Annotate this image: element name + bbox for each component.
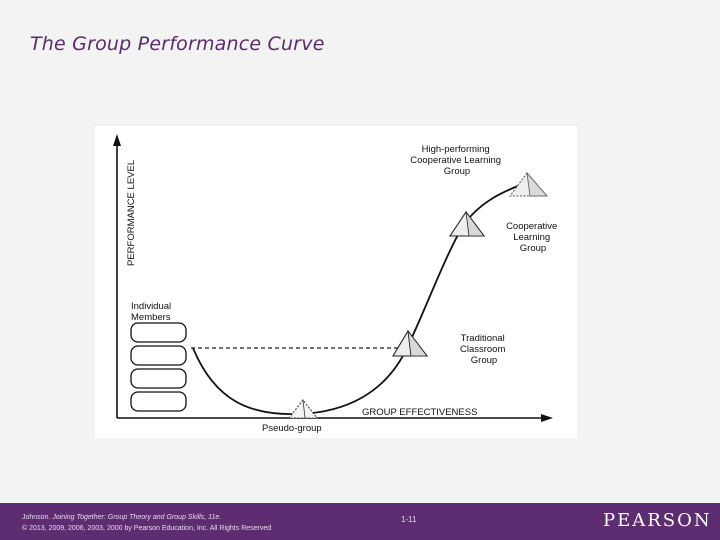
member-box-2 bbox=[130, 345, 187, 366]
traditional-line-1: Traditional bbox=[461, 333, 505, 344]
x-axis-label: GROUP EFFECTIVENESS bbox=[362, 407, 477, 418]
page-number: 1-11 bbox=[401, 515, 417, 524]
citation-title: Joining Together: Group Theory and Group… bbox=[52, 514, 222, 521]
stage-label-traditional: Traditional Classroom Group bbox=[460, 333, 508, 366]
cooperative-line-3: Group bbox=[520, 243, 546, 254]
stage-label-pseudo-group: Pseudo-group bbox=[262, 423, 322, 434]
pyramid-pseudo-group bbox=[287, 399, 319, 419]
stage-label-cooperative: Cooperative Learning Group bbox=[506, 221, 560, 254]
performance-curve-diagram: PERFORMANCE LEVEL Individual Members bbox=[95, 126, 577, 438]
high-line-1: High-performing bbox=[422, 144, 490, 155]
x-axis-arrow bbox=[541, 414, 553, 422]
pyramid-high-performing-group bbox=[509, 171, 549, 197]
high-line-3: Group bbox=[444, 166, 470, 177]
pearson-logo: PEARSON bbox=[603, 510, 712, 531]
member-box-1 bbox=[130, 322, 187, 343]
citation-line: Johnson. Joining Together: Group Theory … bbox=[22, 512, 271, 523]
footer-bar: Johnson. Joining Together: Group Theory … bbox=[0, 503, 720, 540]
stage-label-high-performing: High-performing Cooperative Learning Gro… bbox=[410, 144, 503, 177]
pyramid-cooperative-group bbox=[448, 210, 486, 237]
individual-members-line-2: Members bbox=[131, 312, 171, 323]
high-line-2: Cooperative Learning bbox=[410, 155, 501, 166]
individual-members-label: Individual Members bbox=[131, 301, 174, 323]
pyramid-traditional-group bbox=[392, 329, 429, 357]
traditional-line-3: Group bbox=[471, 355, 497, 366]
y-axis-arrow bbox=[113, 134, 121, 146]
individual-members-line-1: Individual bbox=[131, 301, 171, 312]
cooperative-line-1: Cooperative bbox=[506, 221, 557, 232]
member-box-4 bbox=[130, 391, 187, 412]
diagram-canvas: PERFORMANCE LEVEL Individual Members bbox=[113, 134, 560, 434]
performance-curve bbox=[192, 182, 526, 416]
y-axis-label: PERFORMANCE LEVEL bbox=[126, 160, 137, 266]
member-box-3 bbox=[130, 368, 187, 389]
citation-prefix: Johnson. bbox=[22, 514, 53, 521]
cooperative-line-2: Learning bbox=[513, 232, 550, 243]
page-title: The Group Performance Curve bbox=[30, 33, 325, 55]
footer-citation: Johnson. Joining Together: Group Theory … bbox=[22, 512, 271, 534]
copyright-line: © 2013, 2009, 2006, 2003, 2000 by Pearso… bbox=[22, 525, 272, 532]
traditional-line-2: Classroom bbox=[460, 344, 505, 355]
